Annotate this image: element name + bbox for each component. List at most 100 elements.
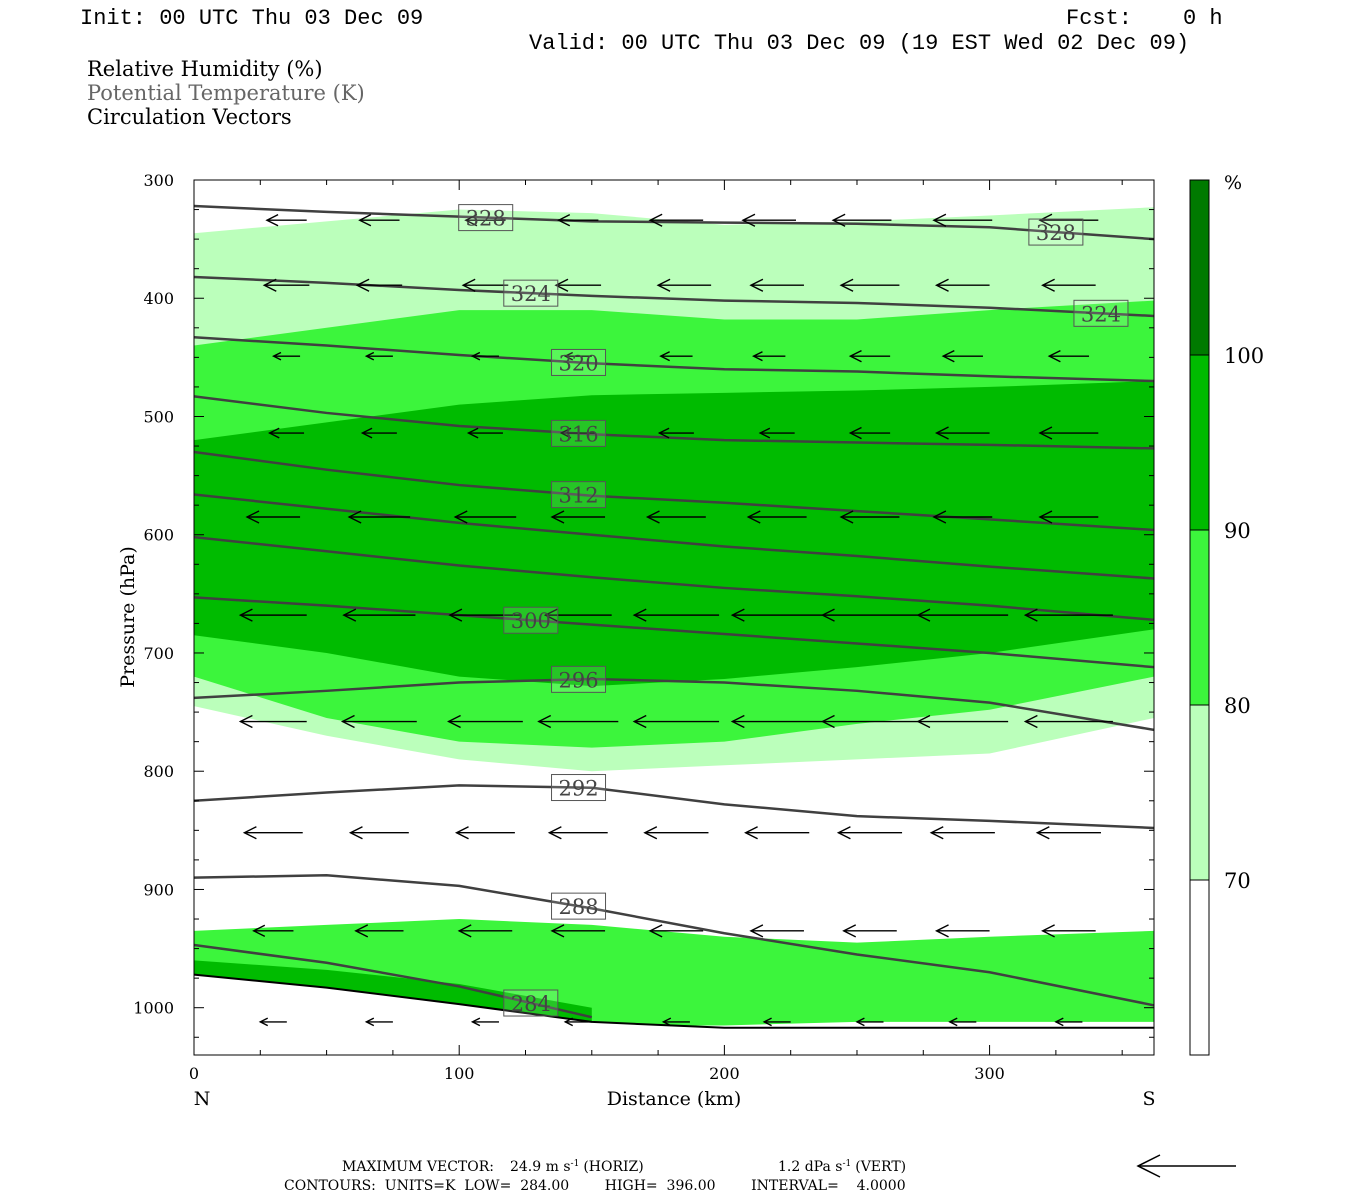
circulation-vector — [461, 278, 509, 292]
circulation-vector — [354, 924, 404, 938]
circulation-vector — [358, 214, 400, 227]
contour-label-320: 320 — [551, 348, 607, 376]
contour-label-288: 288 — [551, 892, 607, 920]
svg-text:312: 312 — [558, 484, 598, 508]
circulation-vector — [730, 608, 823, 622]
contour-label-316: 316 — [551, 419, 607, 447]
x-start-label: N — [194, 1088, 211, 1110]
theta-contour-328 — [194, 204, 1154, 241]
legend-rh: Relative Humidity (%) — [87, 57, 323, 81]
svg-text:328: 328 — [1036, 221, 1076, 245]
circulation-vector — [563, 351, 592, 361]
svg-text:300: 300 — [511, 609, 551, 633]
circulation-vector — [839, 510, 900, 524]
circulation-vector — [271, 351, 301, 361]
circulation-vector — [1041, 924, 1096, 938]
circulation-vector — [643, 826, 709, 840]
max-vector-label: MAXIMUM VECTOR: — [342, 1159, 494, 1175]
circulation-vector — [1038, 510, 1099, 524]
contour-label-284: 284 — [503, 989, 559, 1017]
theta-contour-320 — [194, 336, 1154, 383]
circulation-vector — [563, 1017, 592, 1027]
circulation-vector — [648, 213, 704, 227]
colorbar-segment — [1190, 355, 1209, 530]
circulation-vector — [342, 608, 416, 622]
circulation-vector — [820, 608, 918, 622]
circulation-vector — [645, 510, 706, 524]
circulation-vector — [1023, 608, 1113, 622]
contours-info: CONTOURS: UNITS=K LOW= 284.00 HIGH= 396.… — [284, 1178, 906, 1194]
circulation-vector — [470, 351, 499, 361]
circulation-vector — [746, 510, 807, 524]
y-tick-label: 1000 — [133, 999, 174, 1018]
circulation-vector — [941, 349, 983, 363]
circulation-vector — [661, 1017, 690, 1027]
contour-label-328-1: 328 — [1028, 218, 1084, 246]
contour-label-324-1: 324 — [1073, 299, 1129, 327]
circulation-vector — [457, 924, 513, 938]
y-tick-label: 300 — [143, 171, 174, 190]
colorbar-segment — [1190, 530, 1209, 705]
theta-contour-292 — [194, 784, 1154, 830]
circulation-vector — [252, 924, 294, 938]
svg-text:284: 284 — [511, 992, 551, 1016]
svg-text:328: 328 — [466, 207, 506, 231]
circulation-vector — [820, 714, 918, 729]
colorbar-label: 80 — [1224, 694, 1251, 718]
circulation-vector — [347, 510, 411, 524]
forecast-label: Fcst: — [1066, 6, 1133, 31]
contour-label-324: 324 — [503, 279, 559, 307]
circulation-vector — [464, 214, 506, 227]
circulation-vector — [543, 608, 612, 622]
horiz-exponent: -1 — [571, 1159, 580, 1169]
colorbar-unit: % — [1224, 172, 1242, 194]
colorbar-segment — [1190, 180, 1209, 355]
circulation-vector — [632, 608, 720, 622]
legend-vectors: Circulation Vectors — [87, 105, 292, 129]
colorbar-label: 100 — [1224, 344, 1264, 368]
circulation-vector — [934, 278, 990, 292]
circulation-vector — [1054, 1017, 1083, 1027]
theta-contour-312 — [194, 450, 1154, 532]
circulation-vector — [360, 427, 397, 439]
circulation-vector — [836, 826, 903, 840]
circulation-vector — [559, 427, 596, 439]
circulation-vector — [659, 351, 693, 362]
circulation-vector — [916, 714, 1009, 729]
circulation-vector — [848, 426, 891, 440]
horiz-tag: (HORIZ) — [583, 1159, 643, 1175]
circulation-vector — [262, 278, 310, 292]
circulation-vector — [348, 826, 409, 840]
circulation-vector — [741, 213, 796, 227]
colorbar-label: 70 — [1224, 869, 1251, 893]
terrain-fill — [194, 974, 1154, 1055]
svg-text:316: 316 — [558, 422, 598, 446]
circulation-vector — [364, 351, 393, 361]
circulation-vector — [340, 714, 417, 729]
circulation-vector — [855, 1017, 884, 1027]
x-tick-label: 100 — [444, 1064, 475, 1083]
theta-contour-288 — [194, 874, 1154, 1007]
theta-contour-324 — [194, 275, 1154, 318]
circulation-vector — [454, 826, 515, 840]
circulation-vector — [1041, 278, 1096, 292]
svg-text:324: 324 — [1081, 302, 1121, 326]
circulation-vector — [364, 1017, 393, 1027]
circulation-vector — [932, 510, 993, 524]
svg-text:MAXIMUM VECTOR:24.9 m s-1(HORI: MAXIMUM VECTOR: 24.9 m s-1 (HORIZ) — [342, 1159, 644, 1175]
max-horiz-value: 24.9 m s — [510, 1159, 571, 1175]
contour-label-292: 292 — [551, 774, 607, 802]
svg-text:296: 296 — [558, 668, 598, 692]
contour-label-312: 312 — [551, 481, 607, 509]
vert-exponent: -1 — [842, 1159, 851, 1169]
circulation-vector — [547, 826, 608, 840]
circulation-vector — [656, 278, 712, 292]
theta-contour-unlabeled-6 — [194, 535, 1154, 622]
circulation-vector — [242, 826, 303, 840]
x-tick-label: 200 — [709, 1064, 740, 1083]
valid-time: Valid: 00 UTC Thu 03 Dec 09 (19 EST Wed … — [529, 31, 1190, 56]
circulation-vector — [537, 714, 619, 729]
circulation-vector — [848, 349, 891, 363]
circulation-vector — [453, 510, 517, 524]
